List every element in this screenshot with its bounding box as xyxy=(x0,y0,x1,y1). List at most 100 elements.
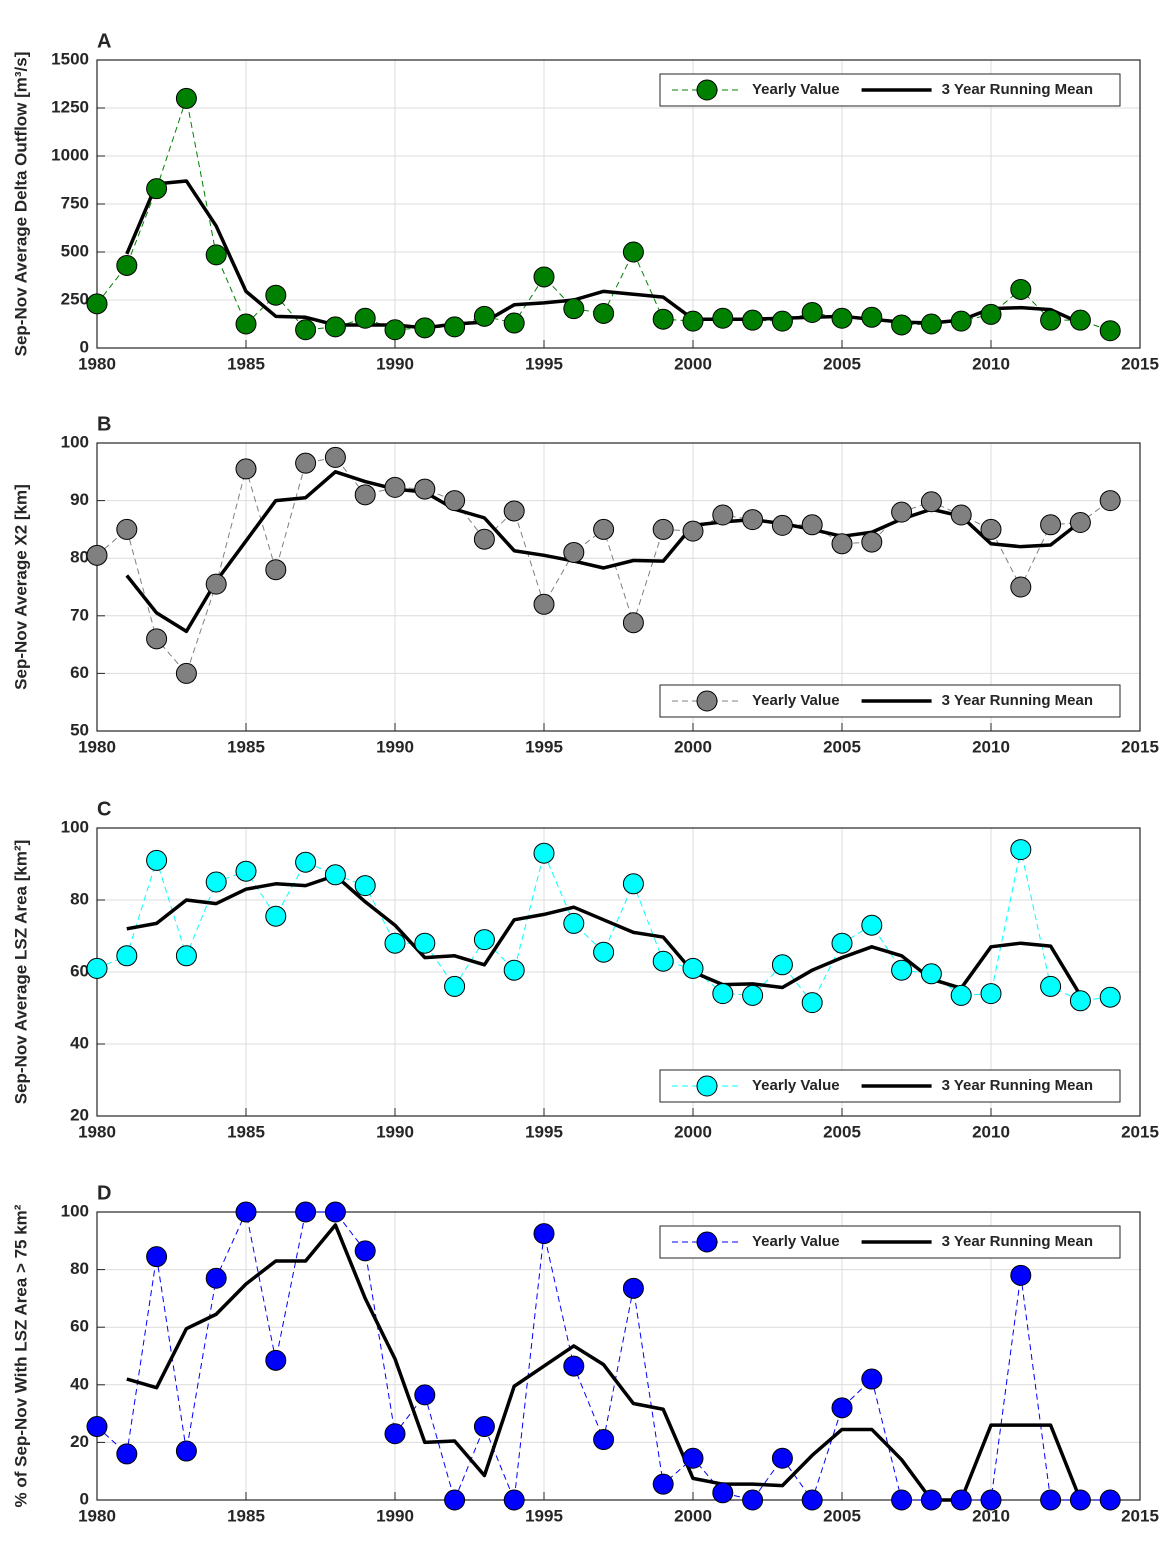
y-tick-label: 250 xyxy=(61,289,89,308)
marker xyxy=(980,303,1002,325)
x-tick-label: 1980 xyxy=(78,1506,116,1525)
marker xyxy=(444,316,466,338)
marker xyxy=(831,533,853,555)
marker xyxy=(503,1489,525,1511)
legend-label: 3 Year Running Mean xyxy=(942,692,1093,709)
marker xyxy=(444,1489,466,1511)
marker xyxy=(503,500,525,522)
marker xyxy=(1099,320,1121,342)
y-tick-label: 100 xyxy=(61,432,89,451)
x-tick-label: 1985 xyxy=(227,737,265,756)
marker xyxy=(712,983,734,1005)
x-tick-label: 2000 xyxy=(674,354,712,373)
y-tick-label: 0 xyxy=(80,337,89,356)
legend-label: 3 Year Running Mean xyxy=(942,1077,1093,1094)
marker xyxy=(205,1267,227,1289)
marker xyxy=(652,518,674,540)
marker xyxy=(652,308,674,330)
marker xyxy=(324,1201,346,1223)
marker xyxy=(116,1443,138,1465)
y-axis-label: Sep-Nov Average Delta Outflow [m³/s] xyxy=(11,52,30,357)
legend-marker xyxy=(696,690,718,712)
marker xyxy=(622,873,644,895)
plot-area xyxy=(97,443,1140,731)
marker xyxy=(801,1489,823,1511)
marker xyxy=(384,319,406,341)
y-tick-label: 20 xyxy=(70,1432,89,1451)
marker xyxy=(831,1397,853,1419)
marker xyxy=(622,612,644,634)
legend: Yearly Value 3 Year Running Mean xyxy=(659,73,1121,107)
marker xyxy=(891,501,913,523)
x-tick-label: 1980 xyxy=(78,737,116,756)
marker xyxy=(682,520,704,542)
marker xyxy=(891,314,913,336)
marker xyxy=(1099,986,1121,1008)
y-axis-label: Sep-Nov Average LSZ Area [km²] xyxy=(11,840,30,1105)
marker xyxy=(801,301,823,323)
marker xyxy=(801,992,823,1014)
x-tick-label: 1985 xyxy=(227,1122,265,1141)
x-tick-label: 2010 xyxy=(972,1122,1010,1141)
marker xyxy=(712,307,734,329)
marker xyxy=(1040,514,1062,536)
marker xyxy=(384,1423,406,1445)
marker xyxy=(116,518,138,540)
marker xyxy=(354,1240,376,1262)
marker xyxy=(86,1416,108,1438)
marker xyxy=(771,954,793,976)
series-line xyxy=(126,1223,1083,1502)
y-tick-label: 50 xyxy=(70,720,89,739)
x-tick-label: 1995 xyxy=(525,737,563,756)
marker xyxy=(295,851,317,873)
marker xyxy=(1010,278,1032,300)
marker xyxy=(116,254,138,276)
panel: 1980 1985 1990 1995 2000 2005 2010 2015 50 60 70 80… xyxy=(11,413,1158,756)
x-tick-label: 1995 xyxy=(525,354,563,373)
y-tick-label: 60 xyxy=(70,961,89,980)
marker xyxy=(146,1246,168,1268)
marker xyxy=(593,941,615,963)
marker xyxy=(175,87,197,109)
x-tick-label: 2005 xyxy=(823,354,861,373)
marker xyxy=(771,310,793,332)
marker xyxy=(1040,1489,1062,1511)
marker xyxy=(1099,490,1121,512)
marker xyxy=(1099,1489,1121,1511)
x-tick-label: 1995 xyxy=(525,1506,563,1525)
marker xyxy=(354,484,376,506)
x-tick-label: 2010 xyxy=(972,354,1010,373)
marker xyxy=(742,309,764,331)
marker xyxy=(324,864,346,886)
marker xyxy=(473,929,495,951)
marker xyxy=(533,266,555,288)
marker xyxy=(503,959,525,981)
x-tick-label: 1990 xyxy=(376,1122,414,1141)
panel: 1980 1985 1990 1995 2000 2005 2010 2015 0 20 40 60 8… xyxy=(11,1182,1158,1525)
y-tick-label: 500 xyxy=(61,241,89,260)
x-tick-label: 2015 xyxy=(1121,354,1159,373)
x-tick-label: 2005 xyxy=(823,737,861,756)
y-tick-label: 750 xyxy=(61,193,89,212)
marker xyxy=(742,1489,764,1511)
y-tick-label: 1250 xyxy=(51,97,89,116)
marker xyxy=(742,984,764,1006)
y-tick-label: 80 xyxy=(70,889,89,908)
marker xyxy=(920,1489,942,1511)
marker xyxy=(771,514,793,536)
marker xyxy=(831,307,853,329)
marker xyxy=(146,628,168,650)
x-tick-label: 1995 xyxy=(525,1122,563,1141)
marker xyxy=(473,1416,495,1438)
legend-label: Yearly Value xyxy=(752,692,840,709)
legend-marker xyxy=(696,79,718,101)
marker xyxy=(444,490,466,512)
legend-label: Yearly Value xyxy=(752,81,840,98)
marker xyxy=(950,1489,972,1511)
marker xyxy=(146,178,168,200)
legend: Yearly Value 3 Year Running Mean xyxy=(659,684,1121,718)
y-tick-label: 60 xyxy=(70,1317,89,1336)
marker xyxy=(1040,975,1062,997)
marker xyxy=(265,559,287,581)
marker xyxy=(533,1223,555,1245)
